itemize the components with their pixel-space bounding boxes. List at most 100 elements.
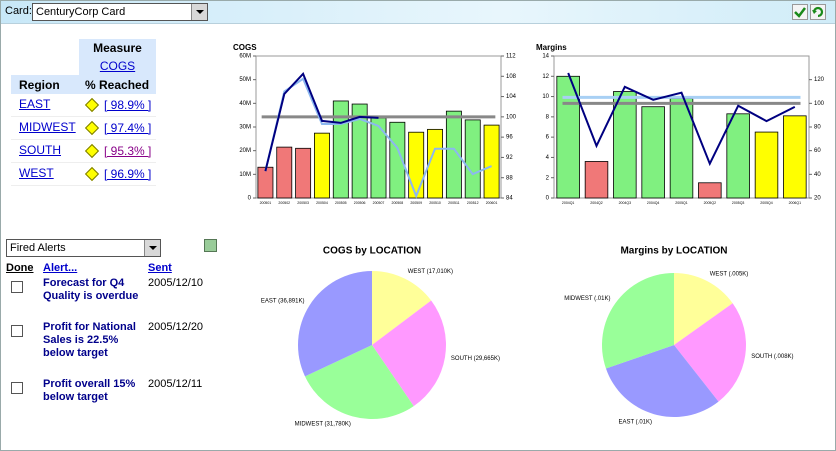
y2-tick-label: 20: [814, 196, 821, 202]
region-link[interactable]: MIDWEST: [19, 120, 76, 134]
bar: [257, 166, 274, 199]
line-series: [567, 72, 796, 167]
x-tick-label: 200506: [354, 201, 366, 205]
x-tick-label: 200509: [410, 201, 422, 205]
line-series: [264, 71, 379, 172]
done-checkbox[interactable]: [11, 325, 23, 337]
y-tick-label: 60M: [239, 54, 251, 60]
y2-tick-label: 96: [506, 135, 513, 141]
reached-header: % Reached: [85, 78, 150, 92]
y2-tick-label: 88: [506, 175, 513, 181]
y-tick-label: 10M: [239, 172, 251, 178]
pie-slice: [674, 303, 746, 402]
dropdown-button[interactable]: [191, 4, 207, 20]
y-tick-label: 0: [546, 196, 550, 202]
add-alert-button[interactable]: [204, 239, 217, 252]
refresh-button[interactable]: [810, 4, 826, 20]
row-divider: [11, 162, 156, 163]
alert-header[interactable]: Alert...: [43, 262, 78, 274]
refresh-icon: [812, 6, 824, 18]
reached-link[interactable]: [ 97.4% ]: [104, 121, 152, 135]
x-tick-label: 200507: [373, 201, 385, 205]
pie-slice: [372, 271, 432, 345]
card-label: Card:: [5, 5, 32, 17]
x-tick-label: 2006Q1: [789, 201, 802, 205]
sent-date: 2005/12/20: [148, 321, 204, 333]
pie-slice: [298, 271, 372, 377]
y-tick-label: 4: [546, 155, 550, 161]
bar: [351, 103, 368, 199]
toolbar: Card: CenturyCorp Card: [1, 1, 835, 24]
pie-slice: [602, 273, 674, 369]
x-tick-label: 200501: [260, 201, 272, 205]
bar: [295, 147, 312, 199]
row-divider: [11, 139, 156, 140]
measure-header: Measure: [93, 41, 142, 55]
slice-label: SOUTH (.008K): [751, 354, 793, 360]
x-tick-label: 200511: [448, 201, 459, 205]
y-tick-label: 20M: [239, 148, 251, 154]
pie-slice: [605, 345, 719, 418]
y-tick-label: 8: [546, 114, 550, 120]
alert-text: Profit for National Sales is 22.5% below…: [43, 321, 136, 359]
row-divider: [11, 116, 156, 117]
bar: [314, 132, 330, 199]
y2-tick-label: 92: [506, 155, 513, 161]
region-header: Region: [19, 78, 60, 92]
bar: [641, 106, 665, 199]
slice-label: EAST (36,891K): [261, 299, 305, 305]
done-checkbox[interactable]: [11, 382, 23, 394]
x-tick-label: 2004Q3: [619, 201, 632, 205]
measure-header-cell: [79, 39, 156, 75]
bar: [698, 182, 722, 199]
bar: [483, 124, 500, 199]
x-tick-label: 2004Q1: [562, 201, 575, 205]
check-icon: [794, 7, 806, 18]
bar: [408, 131, 425, 199]
x-tick-label: 200504: [316, 201, 328, 205]
sent-date: 2005/12/10: [148, 277, 204, 289]
sent-header[interactable]: Sent: [148, 262, 172, 274]
dropdown-button[interactable]: [144, 240, 160, 256]
row-divider: [11, 185, 156, 186]
y2-tick-label: 108: [506, 74, 517, 80]
pie-slice: [372, 300, 446, 407]
region-link[interactable]: SOUTH: [19, 143, 61, 157]
y2-tick-label: 100: [814, 101, 825, 107]
chart-title: COGS by LOCATION: [323, 246, 421, 257]
alert-filter[interactable]: Fired Alerts: [6, 239, 161, 257]
reached-link[interactable]: [ 95.3% ]: [104, 144, 152, 158]
bar: [613, 91, 637, 199]
y2-tick-label: 104: [506, 94, 517, 100]
x-tick-label: 200601: [486, 201, 498, 205]
slice-label: EAST (.01K): [618, 419, 652, 425]
region-link[interactable]: WEST: [19, 166, 54, 180]
bar: [427, 128, 443, 199]
alert-text: Profit overall 15% below target: [43, 378, 136, 403]
y-tick-label: 6: [546, 135, 550, 141]
reached-link[interactable]: [ 96.9% ]: [104, 167, 152, 181]
line-series: [264, 77, 492, 199]
slice-label: MIDWEST (.01K): [564, 296, 610, 302]
bar: [783, 115, 807, 199]
header-row: [11, 75, 156, 94]
measure-link[interactable]: COGS: [99, 59, 136, 73]
reached-link[interactable]: [ 98.9% ]: [104, 98, 152, 112]
bar: [389, 121, 406, 199]
y-tick-label: 14: [542, 54, 549, 60]
bar: [556, 75, 580, 199]
x-tick-label: 200505: [335, 201, 347, 205]
alert-text: Forecast for Q4 Quality is overdue: [43, 277, 139, 302]
bar: [464, 119, 481, 199]
y-tick-label: 12: [542, 74, 549, 80]
done-checkbox[interactable]: [11, 281, 23, 293]
x-tick-label: 2005Q3: [732, 201, 745, 205]
apply-button[interactable]: [792, 4, 808, 20]
region-link[interactable]: EAST: [19, 97, 51, 111]
y2-tick-label: 60: [814, 148, 821, 154]
slice-label: WEST (.005K): [710, 271, 749, 277]
slice-label: SOUTH (29,665K): [451, 356, 500, 362]
card-select[interactable]: CenturyCorp Card: [32, 3, 208, 21]
x-tick-label: 200503: [297, 201, 309, 205]
